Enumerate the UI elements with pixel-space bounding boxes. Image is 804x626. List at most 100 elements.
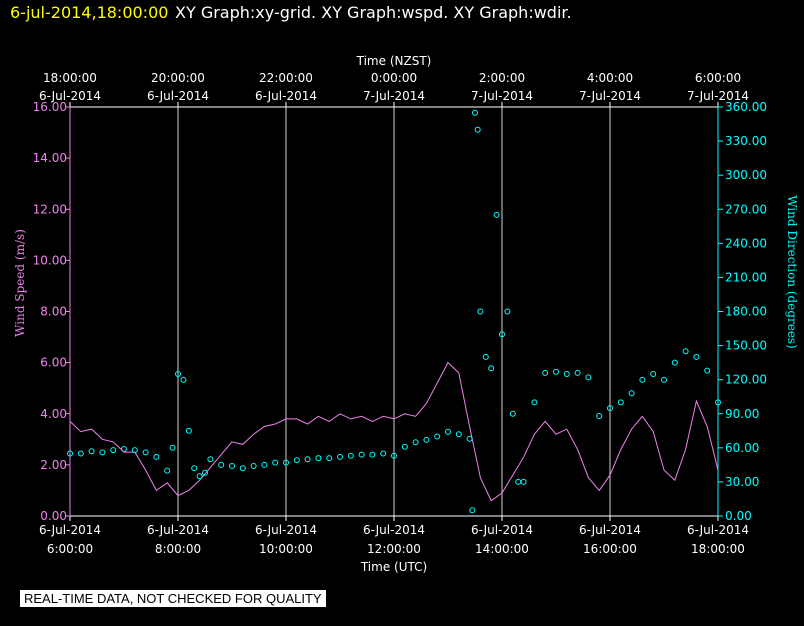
- top-tick-time: 0:00:00: [371, 71, 417, 85]
- wind-direction-point: [261, 461, 268, 468]
- wind-direction-point: [423, 436, 430, 443]
- bottom-tick-date: 6-Jul-2014: [147, 523, 209, 537]
- left-tick-label: 6.00: [40, 356, 67, 370]
- wind-direction-point: [337, 453, 343, 460]
- left-tick-label: 12.00: [33, 202, 67, 216]
- wind-direction-point: [229, 463, 235, 469]
- bottom-tick-time: 10:00:00: [259, 542, 313, 556]
- bottom-tick-date: 6-Jul-2014: [255, 523, 317, 537]
- wind-direction-point: [596, 413, 603, 419]
- top-tick-time: 18:00:00: [43, 71, 97, 85]
- wind-direction-point: [67, 450, 73, 457]
- top-axis-title: Time (NZST): [356, 54, 432, 68]
- bottom-tick-time: 12:00:00: [367, 542, 421, 556]
- top-tick-date: 6-Jul-2014: [147, 89, 209, 103]
- wind-direction-point: [493, 211, 500, 218]
- wind-direction-point: [474, 126, 481, 133]
- wind-speed-series: [69, 361, 719, 502]
- wind-direction-point: [520, 478, 527, 485]
- wind-direction-point: [469, 507, 476, 514]
- wind-direction-point: [77, 450, 84, 457]
- wind-direction-point: [196, 473, 203, 480]
- wind-direction-point: [585, 374, 592, 381]
- right-tick-label: 180.00: [725, 305, 767, 319]
- wind-direction-point: [574, 369, 581, 376]
- right-axis-title: Wind Direction (degrees): [785, 195, 799, 349]
- wind-direction-point: [434, 433, 441, 440]
- left-tick-label: 2.00: [40, 458, 67, 472]
- left-tick-label: 0.00: [40, 509, 67, 523]
- wind-direction-point: [628, 390, 635, 397]
- left-tick-label: 14.00: [33, 151, 67, 165]
- wind-direction-point: [272, 459, 279, 466]
- wind-direction-point: [553, 368, 559, 375]
- wind-direction-series: [67, 109, 721, 514]
- wind-direction-point: [250, 463, 257, 469]
- wind-direction-point: [401, 443, 408, 450]
- wind-direction-point: [682, 348, 689, 355]
- bottom-tick-date: 6-Jul-2014: [687, 523, 749, 537]
- right-axis-ticks: 0.00 30.00 60.00 90.00 120.00 150.00 180.00 210…: [718, 100, 767, 523]
- top-tick-date: 7-Jul-2014: [687, 89, 749, 103]
- wind-direction-point: [661, 376, 667, 383]
- top-tick-time: 6:00:00: [695, 71, 741, 85]
- wind-direction-point: [515, 478, 522, 485]
- wind-direction-point: [509, 410, 516, 417]
- right-tick-label: 90.00: [725, 407, 759, 421]
- wind-direction-point: [369, 451, 376, 458]
- wind-direction-point: [563, 371, 570, 377]
- right-tick-label: 210.00: [725, 270, 767, 284]
- bottom-tick-date: 6-Jul-2014: [471, 523, 533, 537]
- left-axis-title: Wind Speed (m/s): [13, 229, 27, 337]
- wind-direction-point: [704, 367, 711, 374]
- wind-direction-point: [131, 447, 138, 454]
- wind-direction-point: [347, 452, 354, 459]
- wind-direction-point: [380, 450, 387, 457]
- wind-direction-point: [293, 457, 300, 464]
- wind-direction-point: [191, 465, 198, 472]
- wind-direction-point: [207, 456, 214, 463]
- wind-direction-point: [110, 447, 117, 454]
- bottom-tick-date: 6-Jul-2014: [579, 523, 641, 537]
- left-tick-label: 4.00: [40, 407, 67, 421]
- top-tick-time: 20:00:00: [151, 71, 205, 85]
- bottom-axis-ticks: 6-Jul-2014 6:00:00 6-Jul-2014 8:00:00 6-Jul-…: [39, 516, 749, 556]
- wind-direction-point: [504, 308, 511, 315]
- wind-direction-point: [175, 371, 181, 377]
- top-tick-time: 2:00:00: [479, 71, 525, 85]
- top-tick-time: 4:00:00: [587, 71, 633, 85]
- right-tick-label: 0.00: [725, 509, 752, 523]
- wind-direction-point: [180, 376, 187, 383]
- grid-lines: [177, 107, 611, 516]
- right-tick-label: 360.00: [725, 100, 767, 114]
- wind-direction-point: [455, 431, 462, 438]
- left-axis-ticks: 0.00 2.00 4.00 6.00 8.00 10.00 12.00 14.00 16.00: [33, 100, 70, 523]
- wind-direction-point: [445, 428, 451, 435]
- wind-direction-point: [542, 369, 549, 376]
- wind-direction-point: [358, 451, 365, 458]
- wind-direction-point: [304, 456, 311, 463]
- wind-direction-point: [477, 308, 484, 315]
- bottom-tick-time: 18:00:00: [691, 542, 745, 556]
- wind-direction-point: [153, 453, 160, 460]
- wind-direction-point: [639, 376, 646, 383]
- bottom-tick-time: 14:00:00: [475, 542, 529, 556]
- wind-direction-point: [693, 353, 700, 360]
- wind-direction-point: [607, 405, 613, 412]
- left-tick-label: 8.00: [40, 305, 67, 319]
- right-tick-label: 150.00: [725, 339, 767, 353]
- top-tick-date: 6-Jul-2014: [39, 89, 101, 103]
- wind-speed-line: [69, 361, 719, 502]
- wind-direction-point: [202, 469, 208, 476]
- wind-direction-point: [531, 399, 538, 406]
- wind-direction-point: [412, 439, 419, 446]
- right-tick-label: 120.00: [725, 373, 767, 387]
- wind-direction-point: [488, 365, 495, 372]
- wind-direction-point: [283, 459, 289, 466]
- wind-direction-point: [99, 449, 106, 456]
- right-tick-label: 330.00: [725, 134, 767, 148]
- wind-direction-point: [671, 359, 678, 366]
- top-tick-date: 7-Jul-2014: [471, 89, 533, 103]
- bottom-tick-time: 6:00:00: [47, 542, 93, 556]
